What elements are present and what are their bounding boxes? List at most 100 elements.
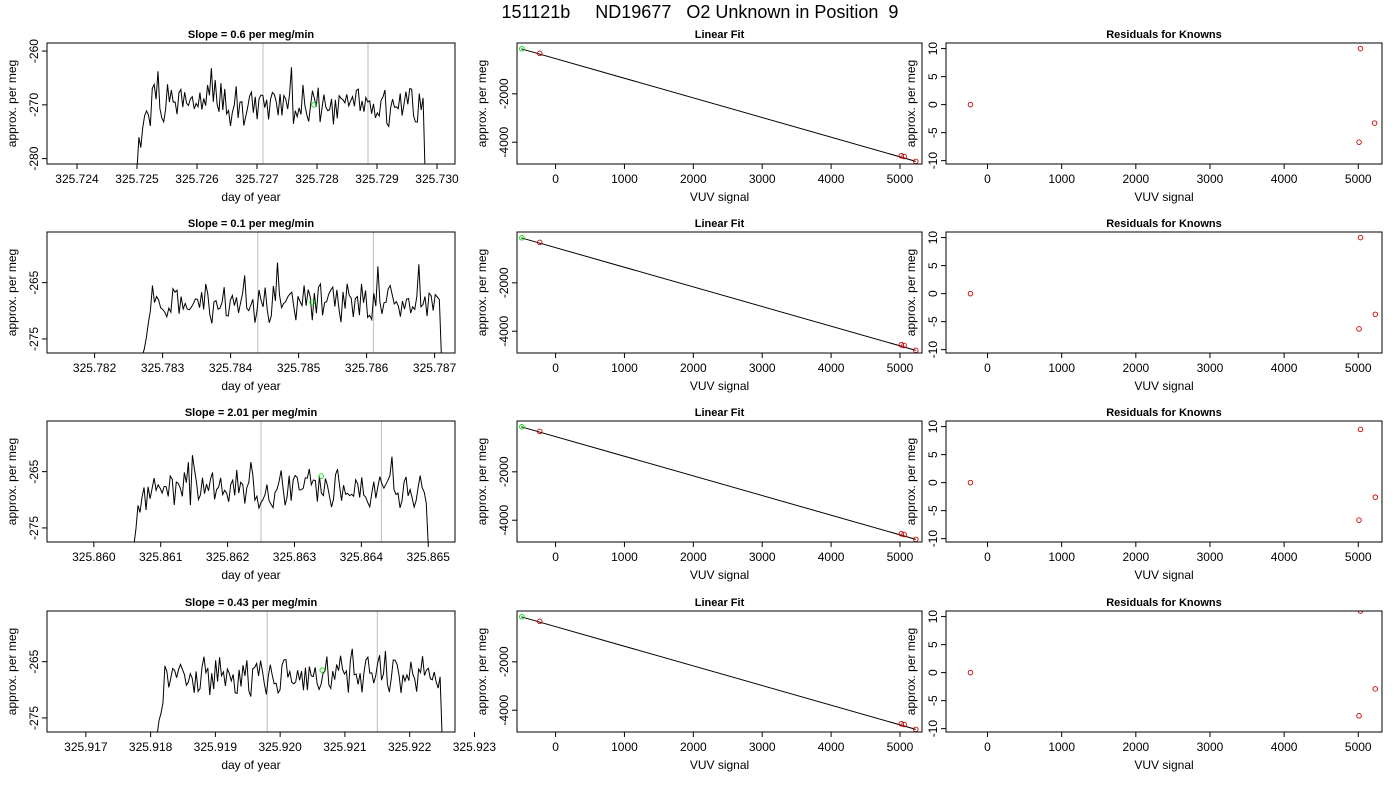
y-axis-label: approx. per meg: [5, 438, 19, 525]
plot-area: [519, 424, 919, 542]
x-tick-label-2: 325.726: [175, 172, 219, 186]
x-tick-label-2: 325.784: [209, 361, 253, 375]
x-tick-label-0: 0: [984, 740, 991, 754]
known-point-0: [967, 290, 974, 297]
panel-title: Linear Fit: [695, 597, 745, 609]
y-tick-label-0: -265: [27, 270, 41, 294]
y-tick-label-0: -260: [27, 39, 41, 63]
known-point-2: [901, 531, 907, 538]
x-tick-label-2: 2000: [680, 550, 707, 564]
panel-3-1: Linear Fit 0 1000 2000 3000 4000 5000 -2000 -400…: [475, 597, 923, 772]
unknown-point: [519, 235, 525, 241]
unknown-point: [318, 473, 324, 479]
plot-area: [133, 421, 429, 542]
x-tick-label-3: 3000: [1197, 361, 1224, 375]
known-point-0: [967, 101, 974, 108]
y-tick-label-2: 0: [926, 101, 940, 108]
fit-line: [520, 48, 916, 162]
y-axis-label: approx. per meg: [5, 249, 19, 336]
known-point-0: [967, 479, 974, 486]
x-tick-label-3: 325.727: [235, 172, 279, 186]
panel-0-1: Linear Fit 0 1000 2000 3000 4000 5000 -2000 -400…: [475, 29, 923, 204]
x-tick-label-0: 0: [552, 550, 559, 564]
panel-1-1: Linear Fit 0 1000 2000 3000 4000 5000 -2000 -400…: [475, 218, 923, 393]
x-tick-label-4: 4000: [1271, 740, 1298, 754]
x-tick-label-5: 325.729: [355, 172, 399, 186]
y-tick-label-0: -2000: [497, 267, 511, 298]
y-axis-label: approx. per meg: [475, 628, 489, 715]
x-tick-label-2: 2000: [1122, 172, 1149, 186]
x-tick-label-1: 1000: [1048, 740, 1075, 754]
x-tick-label-4: 325.786: [345, 361, 389, 375]
panel-title: Linear Fit: [695, 29, 745, 41]
figure-title: 151121b ND19677 O2 Unknown in Position 9: [502, 2, 899, 22]
x-tick-label-2: 325.919: [194, 740, 238, 754]
y-tick-label-0: -2000: [497, 456, 511, 487]
x-tick-label-1: 1000: [611, 361, 638, 375]
x-axis-label: VUV signal: [1134, 190, 1193, 204]
y-tick-label-2: 0: [926, 669, 940, 676]
x-tick-label-5: 5000: [887, 740, 914, 754]
y-tick-label-0: 10: [926, 420, 940, 434]
x-tick-label-5: 5000: [1345, 550, 1372, 564]
y-axis-label: approx. per meg: [904, 628, 918, 715]
x-axis-label: day of year: [221, 190, 280, 204]
x-tick-label-0: 325.917: [64, 740, 108, 754]
x-tick-label-1: 1000: [611, 740, 638, 754]
known-point-0: [536, 618, 543, 625]
panel-3-2: Residuals for Knowns 0 1000 2000 3000 4000 500…: [904, 597, 1383, 772]
x-tick-label-4: 4000: [1271, 361, 1298, 375]
known-point-1: [1357, 426, 1364, 433]
x-tick-label-4: 4000: [1271, 172, 1298, 186]
known-point-1: [898, 531, 905, 537]
x-tick-label-2: 2000: [1122, 361, 1149, 375]
y-tick-label-0: 10: [926, 231, 940, 245]
trace-line: [136, 67, 426, 164]
x-tick-label-0: 0: [552, 361, 559, 375]
panels: Slope = 0.6 per meg/min 325.724 325.725 325…: [5, 29, 1383, 772]
panel-title: Residuals for Knowns: [1106, 218, 1222, 230]
x-tick-label-4: 4000: [818, 172, 845, 186]
panel-0-0: Slope = 0.6 per meg/min 325.724 325.725 325…: [5, 29, 459, 204]
x-tick-label-0: 0: [552, 172, 559, 186]
y-tick-label-1: -275: [27, 706, 41, 730]
y-axis-label: approx. per meg: [5, 60, 19, 147]
y-tick-label-4: -10: [926, 341, 940, 359]
known-point-3: [1372, 494, 1379, 500]
x-tick-label-4: 4000: [818, 740, 845, 754]
known-point-2: [901, 342, 907, 349]
x-tick-label-4: 4000: [1271, 550, 1298, 564]
plot-area: [136, 43, 426, 164]
plot-frame: [516, 42, 923, 165]
y-tick-label-2: 0: [926, 479, 940, 486]
y-tick-label-0: 10: [926, 610, 940, 624]
x-tick-label-1: 1000: [611, 550, 638, 564]
x-tick-label-3: 3000: [749, 361, 776, 375]
plot-frame: [46, 610, 456, 733]
x-tick-label-2: 2000: [1122, 550, 1149, 564]
x-tick-label-5: 325.922: [388, 740, 432, 754]
x-tick-label-2: 2000: [680, 740, 707, 754]
known-point-3: [1371, 120, 1378, 126]
unknown-point: [519, 424, 525, 430]
x-tick-label-6: 325.923: [453, 740, 497, 754]
unknown-point: [519, 614, 525, 620]
plot-area: [142, 232, 442, 353]
x-tick-label-2: 2000: [680, 172, 707, 186]
x-axis-label: day of year: [221, 379, 280, 393]
plot-frame: [46, 42, 456, 165]
x-tick-label-2: 2000: [680, 361, 707, 375]
x-axis-label: VUV signal: [690, 568, 749, 582]
known-point-1: [898, 342, 905, 348]
y-tick-label-1: -4000: [497, 505, 511, 536]
fit-line: [520, 237, 916, 351]
x-axis-label: VUV signal: [690, 190, 749, 204]
x-tick-label-3: 3000: [749, 172, 776, 186]
y-tick-label-4: -10: [926, 152, 940, 170]
y-tick-label-0: -265: [27, 459, 41, 483]
known-point-2: [901, 153, 907, 160]
panel-title: Slope = 2.01 per meg/min: [185, 407, 318, 419]
y-axis-label: approx. per meg: [904, 249, 918, 336]
y-tick-label-0: 10: [926, 42, 940, 56]
x-tick-label-5: 5000: [887, 172, 914, 186]
